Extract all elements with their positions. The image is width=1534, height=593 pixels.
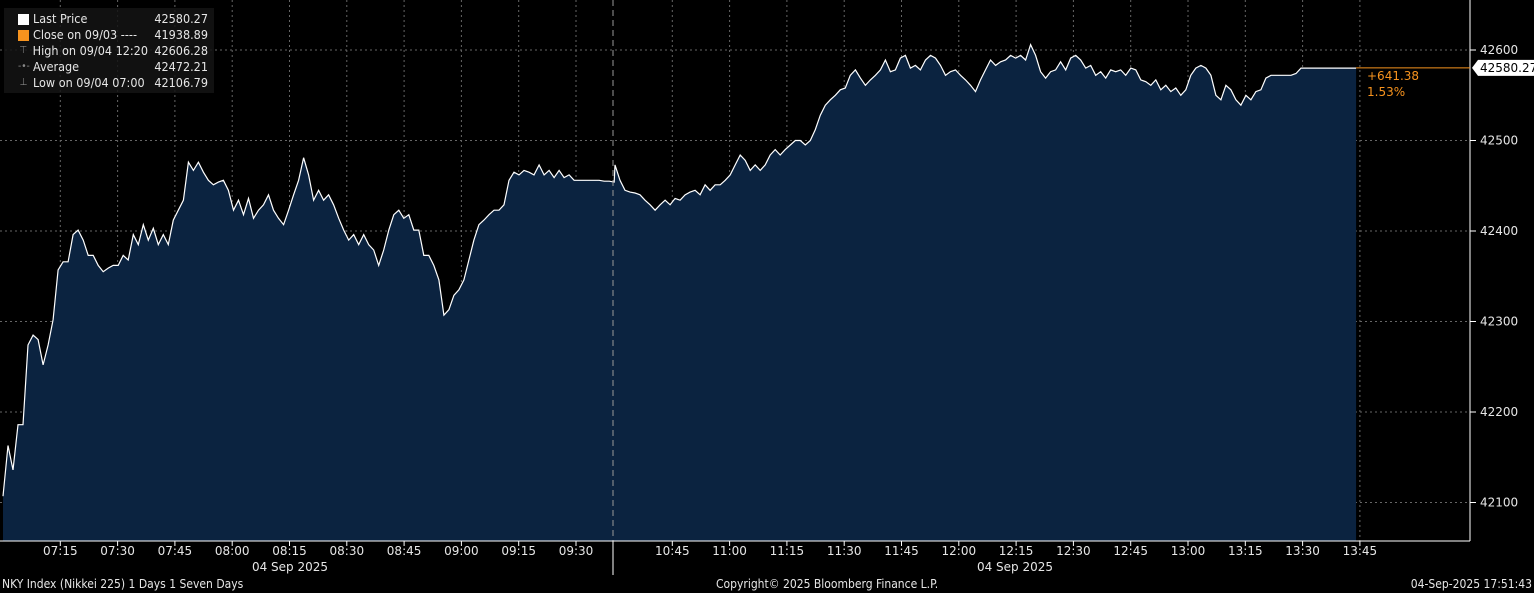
change-percent: 1.53%	[1367, 85, 1405, 99]
x-tick-label: 12:30	[1056, 544, 1091, 558]
legend-item: -•- Average 42472.21	[10, 59, 208, 75]
x-tick-label: 07:45	[158, 544, 193, 558]
legend-value: 42106.79	[154, 75, 208, 90]
x-tick-label: 08:30	[330, 544, 365, 558]
price-line	[2, 42, 1357, 497]
date-label-1: 04 Sep 2025	[252, 560, 328, 574]
legend-item: ⊥ Low on 09/04 07:00 42106.79	[10, 75, 208, 91]
x-tick-label: 12:15	[999, 544, 1034, 558]
legend-label: Low on 09/04 07:00	[33, 75, 145, 90]
last-price-tag: 42580.27	[1472, 59, 1534, 76]
y-tick-label: 42300	[1480, 315, 1518, 329]
x-tick-label: 11:00	[712, 544, 747, 558]
x-tick-label: 12:45	[1113, 544, 1148, 558]
x-tick-label: 08:00	[215, 544, 250, 558]
x-tick-label: 13:30	[1285, 544, 1320, 558]
legend-value: 41938.89	[154, 27, 208, 42]
average-marker-icon: -•-	[18, 61, 30, 72]
legend-label: Last Price	[33, 11, 88, 26]
x-tick-label: 13:15	[1228, 544, 1263, 558]
high-marker-icon: ⊤	[19, 45, 28, 56]
x-tick-label: 13:45	[1343, 544, 1378, 558]
y-tick-label: 42600	[1480, 43, 1518, 57]
change-absolute: +641.38	[1367, 69, 1419, 83]
legend-item: Close on 09/03 ---- 41938.89	[10, 27, 208, 43]
x-tick-label: 09:00	[444, 544, 479, 558]
y-tick-label: 42500	[1480, 134, 1518, 148]
copyright: Copyright© 2025 Bloomberg Finance L.P.	[716, 577, 939, 591]
low-marker-icon: ⊥	[19, 77, 28, 88]
x-tick-label: 12:00	[942, 544, 977, 558]
security-description: NKY Index (Nikkei 225) 1 Days 1 Seven Da…	[2, 577, 244, 591]
date-label-2: 04 Sep 2025	[977, 560, 1053, 574]
x-tick-label: 09:15	[501, 544, 536, 558]
timestamp: 04-Sep-2025 17:51:43	[1410, 577, 1532, 591]
x-axis-ticks: 07:15 07:30 07:45 08:00 08:15 08:30 08:45 09:00…	[43, 541, 1377, 558]
x-tick-label: 11:30	[827, 544, 862, 558]
y-tick-label: 42200	[1480, 405, 1518, 419]
x-tick-label: 08:15	[272, 544, 307, 558]
legend-label: Close on 09/03 ----	[33, 27, 137, 42]
legend-label: High on 09/04 12:20	[32, 43, 148, 58]
x-tick-label: 08:45	[387, 544, 422, 558]
y-tick-label: 42100	[1480, 496, 1518, 510]
x-tick-label: 07:15	[43, 544, 78, 558]
white-square-icon	[18, 13, 29, 25]
orange-square-icon	[18, 29, 29, 41]
legend-value: 42580.27	[154, 11, 208, 26]
legend-item: Last Price 42580.27	[10, 11, 208, 27]
x-tick-label: 13:00	[1171, 544, 1206, 558]
last-price-tag-text: 42580.27	[1480, 61, 1534, 75]
x-tick-label: 10:45	[655, 544, 690, 558]
legend-item: ⊤ High on 09/04 12:20 42606.28	[10, 43, 208, 59]
price-area-fill	[3, 44, 1357, 541]
legend-label: Average	[33, 59, 80, 74]
y-axis-ticks: 42100 42200 42300 42400 42500 42600	[1470, 43, 1518, 510]
legend-value: 42606.28	[154, 43, 208, 58]
y-tick-label: 42400	[1480, 224, 1518, 238]
legend-value: 42472.21	[154, 59, 208, 74]
x-tick-label: 09:30	[559, 544, 594, 558]
x-tick-label: 11:15	[770, 544, 805, 558]
legend: Last Price 42580.27 Close on 09/03 ---- 419…	[4, 8, 214, 93]
x-tick-label: 11:45	[884, 544, 919, 558]
x-tick-label: 07:30	[100, 544, 135, 558]
